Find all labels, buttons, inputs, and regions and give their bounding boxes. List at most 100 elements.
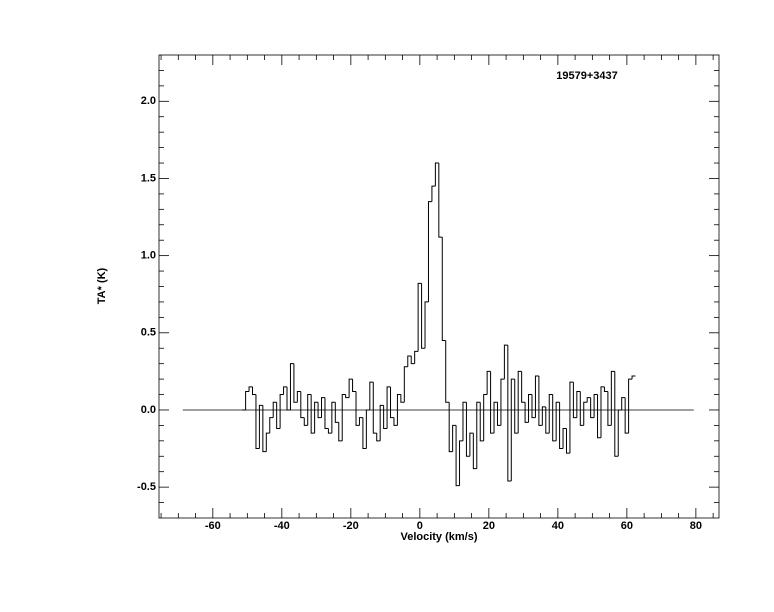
spectrum-step bbox=[441, 237, 446, 342]
spectrum-step bbox=[490, 371, 495, 434]
plot-frame bbox=[158, 54, 720, 519]
spectrum-step bbox=[455, 425, 460, 487]
spectrum-step bbox=[586, 397, 591, 403]
spectrum-step bbox=[334, 402, 339, 423]
spectrum-step bbox=[438, 163, 443, 238]
spectrum-step bbox=[552, 394, 557, 442]
y-tick-label: 2.0 bbox=[141, 95, 156, 107]
x-tick-label: 40 bbox=[552, 520, 564, 532]
y-tick-label: 1.0 bbox=[141, 250, 156, 262]
spectrum-step bbox=[600, 386, 605, 438]
x-tick-label: 80 bbox=[690, 520, 702, 532]
spectrum-step bbox=[248, 386, 253, 392]
spectrum-step bbox=[258, 404, 263, 449]
spectrum-step bbox=[496, 402, 501, 426]
spectrum-step bbox=[376, 433, 381, 442]
spectrum-step bbox=[603, 386, 608, 392]
spectrum-step bbox=[476, 401, 481, 469]
spectrum-step bbox=[524, 402, 529, 423]
spectrum-step bbox=[479, 402, 484, 442]
spectrum-step bbox=[272, 401, 277, 418]
spectrum-step bbox=[459, 440, 463, 486]
spectrum-step bbox=[307, 394, 312, 426]
spectrum-step bbox=[521, 371, 526, 403]
spectrum-step bbox=[424, 301, 429, 349]
spectrum-step bbox=[545, 406, 550, 434]
spectrum-step bbox=[610, 370, 615, 426]
spectrum-step bbox=[245, 390, 250, 410]
spectrum-step bbox=[269, 417, 274, 434]
spectrum-step bbox=[548, 394, 553, 434]
spectrum-step bbox=[569, 381, 574, 454]
spectrum-step bbox=[452, 424, 457, 452]
spectrum-step bbox=[358, 417, 363, 426]
spectrum-step bbox=[510, 378, 515, 481]
spectrum-step bbox=[572, 382, 577, 419]
spectrum-step bbox=[414, 350, 419, 364]
spectrum-step bbox=[590, 397, 595, 419]
spectrum-step bbox=[534, 375, 539, 418]
spectrum-step bbox=[562, 427, 567, 449]
spectrum-step bbox=[628, 378, 633, 434]
spectrum-step bbox=[348, 378, 353, 398]
spectrum-step bbox=[383, 405, 388, 429]
x-tick-label: -40 bbox=[274, 520, 290, 532]
spectrum-step bbox=[303, 417, 308, 426]
spectrum-step bbox=[386, 386, 391, 429]
spectrum-step bbox=[503, 344, 508, 380]
y-tick-label: -0.5 bbox=[137, 481, 156, 493]
x-tick-label: 20 bbox=[483, 520, 495, 532]
spectrum-step bbox=[279, 394, 284, 429]
spectrum-step bbox=[317, 402, 322, 419]
spectrum-step bbox=[565, 428, 570, 454]
x-tick-label: 0 bbox=[417, 520, 423, 532]
y-tick-label: 0.5 bbox=[141, 327, 156, 339]
spectrum-step bbox=[393, 417, 398, 426]
spectrum-step bbox=[255, 394, 260, 450]
y-tick-label: 1.5 bbox=[141, 172, 156, 184]
spectrum-step bbox=[286, 386, 291, 411]
spectrum-step bbox=[576, 390, 581, 418]
spectrum-step bbox=[493, 401, 498, 434]
spectrum-step bbox=[372, 382, 377, 434]
spectrum-step bbox=[345, 394, 350, 399]
spectrum-step bbox=[369, 381, 374, 410]
spectrum-step bbox=[293, 363, 298, 403]
x-tick-label: 60 bbox=[621, 520, 633, 532]
spectrum-step bbox=[431, 185, 436, 202]
spectrum-step bbox=[507, 345, 512, 482]
spectrum-step bbox=[621, 397, 626, 410]
spectrum-step bbox=[324, 397, 329, 429]
x-axis-label: Velocity (km/s) bbox=[400, 531, 477, 543]
spectrum-step bbox=[379, 404, 384, 441]
spectrum-step bbox=[296, 390, 301, 403]
spectrum-step bbox=[528, 394, 532, 423]
spectrum-step bbox=[300, 391, 305, 419]
spectrum-step bbox=[486, 370, 491, 395]
spectrum-step bbox=[321, 397, 325, 418]
spectrum-step bbox=[410, 355, 415, 365]
spectrum-step bbox=[421, 283, 426, 349]
spectrum-step bbox=[262, 405, 267, 453]
spectrum-step bbox=[517, 370, 522, 434]
spectrum-step bbox=[434, 162, 439, 187]
spectrum-step bbox=[617, 409, 622, 457]
spectrum-step bbox=[427, 201, 432, 302]
spectrum-step bbox=[607, 391, 612, 426]
spectrum-step bbox=[462, 401, 467, 441]
spectrum-step bbox=[352, 379, 357, 392]
spectrum-step bbox=[341, 394, 346, 441]
spectrum-step bbox=[579, 391, 584, 426]
spectrum-step bbox=[597, 394, 601, 439]
spectrum-step bbox=[265, 432, 270, 452]
spectrum-step bbox=[631, 375, 636, 380]
spectrum-step bbox=[555, 401, 560, 441]
spectrum-step bbox=[472, 433, 477, 470]
spectrum-step bbox=[483, 394, 488, 441]
chart-title: 19579+3437 bbox=[556, 70, 617, 82]
spectrum-step bbox=[448, 402, 453, 453]
spectrum-step bbox=[538, 376, 543, 426]
spectrum-step bbox=[407, 355, 412, 367]
spectrum-step bbox=[338, 422, 343, 442]
